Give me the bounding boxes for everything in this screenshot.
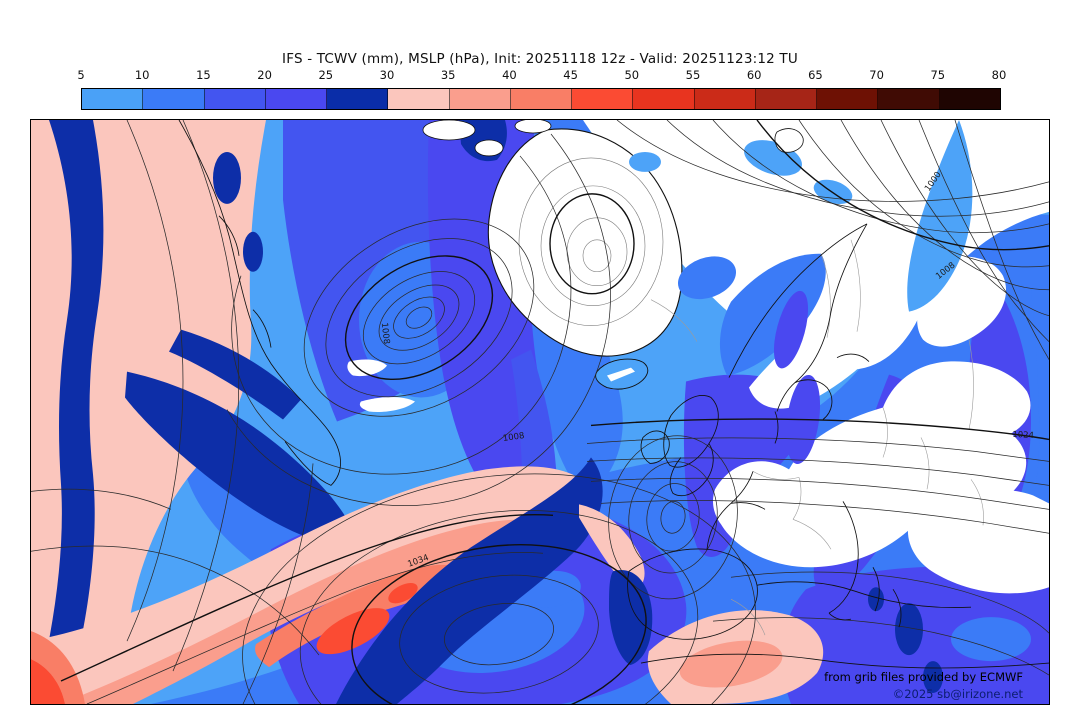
- contour-label: 1024: [1012, 430, 1034, 441]
- colorbar-tick: 60: [746, 68, 762, 82]
- isobar-bold-layer: [60, 120, 1049, 704]
- coastline-layer: [178, 120, 1049, 669]
- tcwv-fill-layer: [31, 120, 1049, 704]
- map-area: 1008 1034 1024 1008 1000 1008 from grib files…: [30, 119, 1050, 705]
- colorbar-segment: [265, 89, 328, 109]
- colorbar-tick: 30: [379, 68, 395, 82]
- colorbar-tick: 25: [318, 68, 334, 82]
- colorbar-tick: 70: [869, 68, 884, 82]
- greenland-contours: [518, 157, 664, 326]
- colorbar-segment: [449, 89, 511, 109]
- colorbar-segment: [633, 89, 695, 109]
- colorbar-tick: 15: [196, 68, 211, 82]
- colorbar-tick-labels: 5 10 15 20 25 30 35 40 45 50 55 60 65 70 75 80: [77, 68, 1006, 83]
- colorbar-tick: 75: [930, 68, 946, 82]
- colorbar-segment: [204, 89, 266, 109]
- colorbar-segment: [939, 89, 1000, 109]
- colorbar-tick: 40: [502, 68, 517, 82]
- colorbar-tick: 65: [808, 68, 823, 82]
- colorbar-segment: [817, 89, 879, 109]
- colorbar-segment: [694, 89, 756, 109]
- colorbar-segment: [82, 89, 144, 109]
- colorbar-tick: 10: [134, 68, 150, 82]
- colorbar-segment: [510, 89, 573, 109]
- colorbar-segment: [327, 89, 389, 109]
- colorbar: [81, 88, 1001, 110]
- contour-label: 1008: [379, 322, 391, 345]
- colorbar-tick: 45: [563, 68, 578, 82]
- colorbar-tick: 55: [685, 68, 701, 82]
- colorbar-tick: 35: [440, 68, 456, 82]
- isobar-layer: [31, 120, 1049, 704]
- colorbar-tick: 20: [257, 68, 272, 82]
- colorbar-segment: [755, 89, 818, 109]
- contour-label: 1008: [502, 431, 525, 444]
- colorbar-tick: 5: [77, 68, 85, 82]
- colorbar-segment: [143, 89, 205, 109]
- chart-title: IFS - TCWV (mm), MSLP (hPa), Init: 20251…: [282, 51, 798, 67]
- colorbar-tick: 80: [991, 68, 1007, 82]
- country-borders: [650, 239, 984, 636]
- colorbar-segment: [388, 89, 450, 109]
- attribution-copyright: ©2025 sb@irizone.net: [892, 687, 1023, 701]
- colorbar-segment: [572, 89, 634, 109]
- attribution-source: from grib files provided by ECMWF: [824, 670, 1023, 684]
- colorbar-segment: [878, 89, 940, 109]
- colorbar-tick: 50: [624, 68, 640, 82]
